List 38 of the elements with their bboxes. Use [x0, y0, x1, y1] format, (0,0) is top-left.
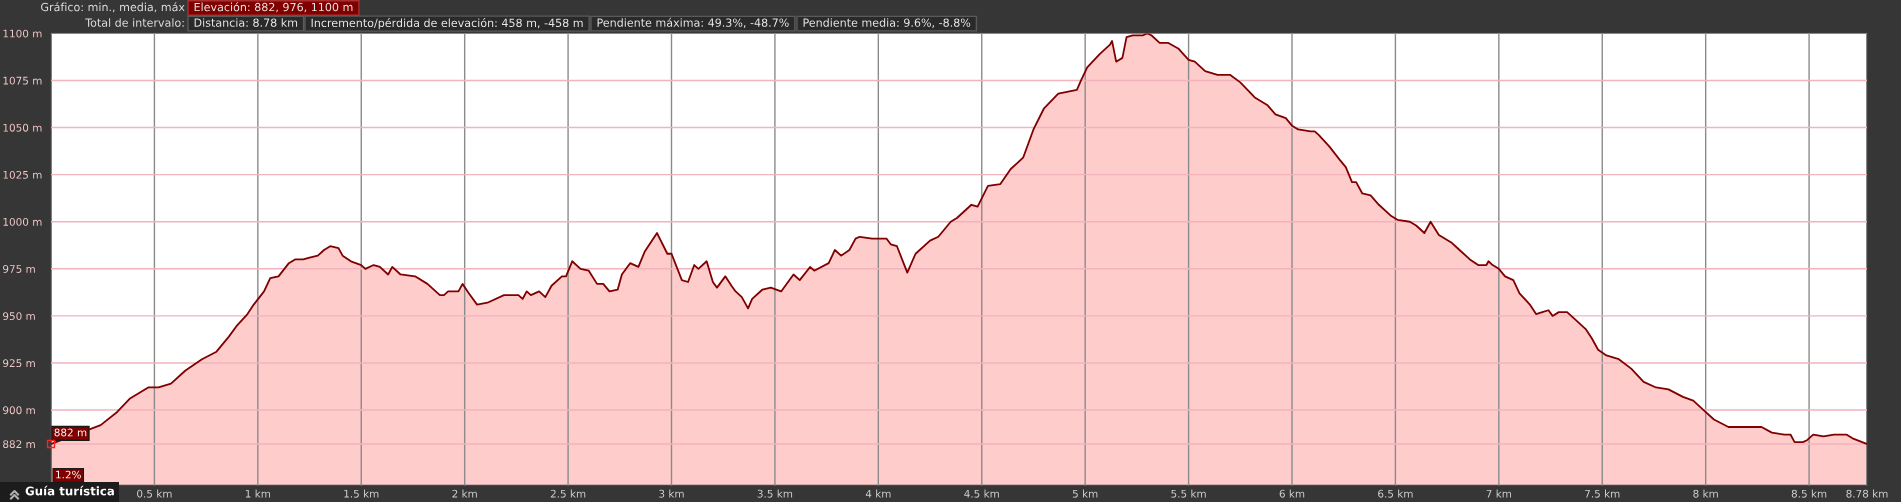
x-tick-label: 6.5 km	[1378, 489, 1413, 498]
y-tick-label: 925 m	[3, 359, 35, 368]
annotation: 882 m	[54, 428, 87, 437]
x-tick-label: 0.5 km	[137, 489, 172, 498]
x-tick-label: 5.5 km	[1171, 489, 1206, 498]
annotation: 1.2%	[56, 470, 81, 479]
x-tick-label: 6 km	[1279, 489, 1305, 498]
x-tick-label: 2 km	[452, 489, 477, 498]
text: Pendiente media: 9.6%, -8.8%	[803, 18, 971, 28]
y-tick-label: 1100 m	[3, 29, 42, 38]
y-tick-label: 1000 m	[3, 217, 42, 226]
x-tick-label: 2.5 km	[550, 489, 586, 498]
text: Elevación: 882, 976, 1100 m	[194, 2, 353, 13]
y-tick-label: 882 m	[3, 440, 35, 449]
text: Pendiente máxima: 49.3%, -48.7%	[597, 17, 789, 28]
x-tick-label: 1.5 km	[344, 489, 379, 498]
text: Incremento/pérdida de elevación: 458 m, -458 m	[311, 18, 583, 30]
x-tick-label: 4 km	[865, 489, 891, 498]
y-tick-label: 975 m	[3, 265, 35, 273]
text: Distancia: 8.78 km	[194, 18, 298, 27]
y-tick-label: 1050 m	[3, 123, 42, 132]
x-tick-label: 4.5 km	[964, 489, 999, 498]
y-tick-label: 950 m	[3, 312, 35, 321]
text: Gráfico: min., media, máx	[41, 2, 185, 13]
y-tick-label: 900 m	[3, 406, 35, 415]
text: Guía turística	[25, 485, 114, 496]
x-tick-label: 3.5 km	[757, 489, 793, 498]
text: Total de intervalo:	[85, 18, 184, 27]
x-tick-label: 7 km	[1486, 489, 1512, 498]
x-tick-label: 8.78 km	[1846, 489, 1888, 498]
y-tick-label: 1075 m	[3, 76, 42, 85]
x-tick-label: 1 km	[245, 489, 271, 498]
x-tick-label: 7.5 km	[1585, 489, 1620, 498]
x-tick-label: 8 km	[1693, 489, 1718, 498]
y-tick-label: 1025 m	[3, 170, 42, 179]
x-tick-label: 5 km	[1072, 489, 1098, 498]
x-tick-label: 8.5 km	[1791, 489, 1827, 498]
x-tick-label: 3 km	[659, 489, 684, 498]
